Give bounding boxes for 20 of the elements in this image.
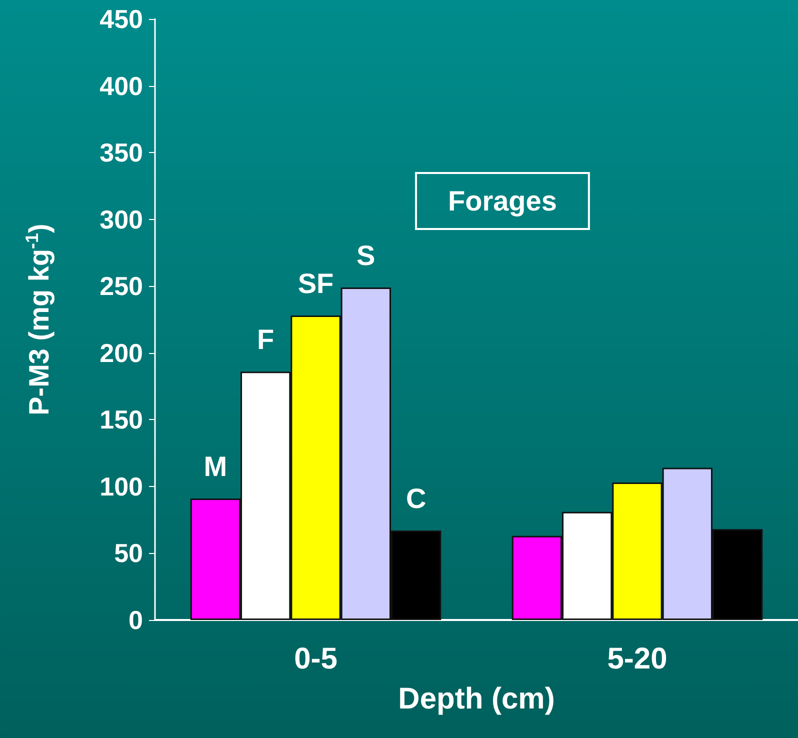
y-tick-label: 400: [100, 70, 143, 101]
y-tick-label: 150: [100, 404, 143, 435]
y-axis-title: P-M3 (mg kg-1): [22, 224, 54, 416]
y-tick-label: 50: [114, 538, 143, 568]
series-label: C: [406, 483, 426, 514]
x-axis-title: Depth (cm): [398, 682, 555, 716]
annotation: Forages: [448, 186, 557, 216]
y-tick-label: 350: [100, 138, 143, 168]
y-tick-label: 450: [100, 4, 143, 34]
y-tick-label: 300: [100, 204, 143, 234]
x-tick-label: 5-20: [607, 642, 668, 676]
series-label: F: [257, 324, 274, 356]
y-tick-label: 250: [100, 271, 143, 302]
y-tick-label: 200: [100, 338, 143, 368]
series-label: M: [204, 450, 228, 482]
y-tick-label: 0: [128, 605, 143, 635]
series-label: SF: [298, 268, 334, 299]
x-tick-label: 0-5: [294, 642, 338, 676]
series-label: S: [356, 240, 376, 271]
y-tick-label: 100: [100, 471, 143, 502]
